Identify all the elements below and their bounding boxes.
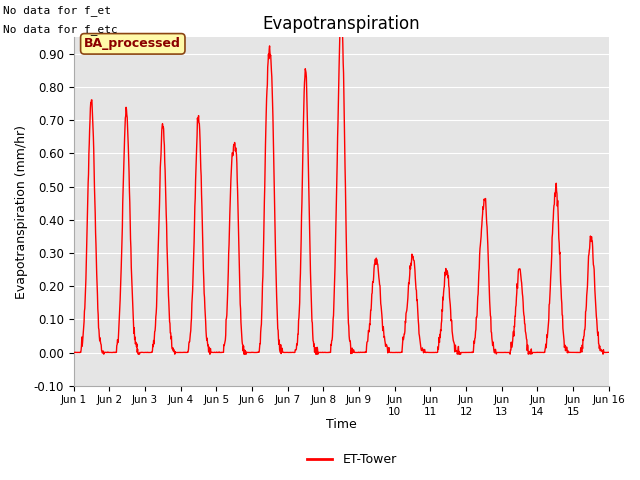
- Legend: ET-Tower: ET-Tower: [302, 448, 402, 471]
- Text: No data for f_etc: No data for f_etc: [3, 24, 118, 35]
- Text: No data for f_et: No data for f_et: [3, 5, 111, 16]
- Text: BA_processed: BA_processed: [84, 37, 181, 50]
- Y-axis label: Evapotranspiration (mm/hr): Evapotranspiration (mm/hr): [15, 124, 28, 299]
- X-axis label: Time: Time: [326, 419, 356, 432]
- Title: Evapotranspiration: Evapotranspiration: [262, 15, 420, 33]
